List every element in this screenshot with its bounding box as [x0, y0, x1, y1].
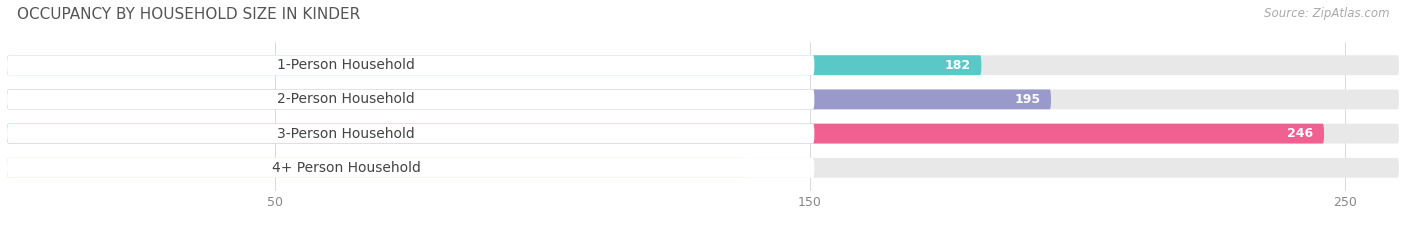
FancyBboxPatch shape	[7, 124, 1324, 144]
FancyBboxPatch shape	[7, 158, 1399, 178]
FancyBboxPatch shape	[7, 89, 1399, 109]
Text: 195: 195	[1014, 93, 1040, 106]
FancyBboxPatch shape	[7, 55, 1399, 75]
FancyBboxPatch shape	[7, 55, 981, 75]
Text: OCCUPANCY BY HOUSEHOLD SIZE IN KINDER: OCCUPANCY BY HOUSEHOLD SIZE IN KINDER	[17, 7, 360, 22]
Text: 3-Person Household: 3-Person Household	[277, 127, 415, 140]
Text: 182: 182	[945, 59, 970, 72]
FancyBboxPatch shape	[7, 89, 1052, 109]
FancyBboxPatch shape	[7, 89, 814, 109]
FancyBboxPatch shape	[7, 158, 814, 178]
Text: 246: 246	[1286, 127, 1313, 140]
FancyBboxPatch shape	[7, 158, 745, 178]
FancyBboxPatch shape	[7, 124, 814, 144]
Text: 4+ Person Household: 4+ Person Household	[271, 161, 420, 175]
Text: Source: ZipAtlas.com: Source: ZipAtlas.com	[1264, 7, 1389, 20]
FancyBboxPatch shape	[7, 124, 1399, 144]
Text: 1-Person Household: 1-Person Household	[277, 58, 415, 72]
FancyBboxPatch shape	[7, 55, 814, 75]
Text: 138: 138	[709, 161, 735, 174]
Text: 2-Person Household: 2-Person Household	[277, 93, 415, 106]
